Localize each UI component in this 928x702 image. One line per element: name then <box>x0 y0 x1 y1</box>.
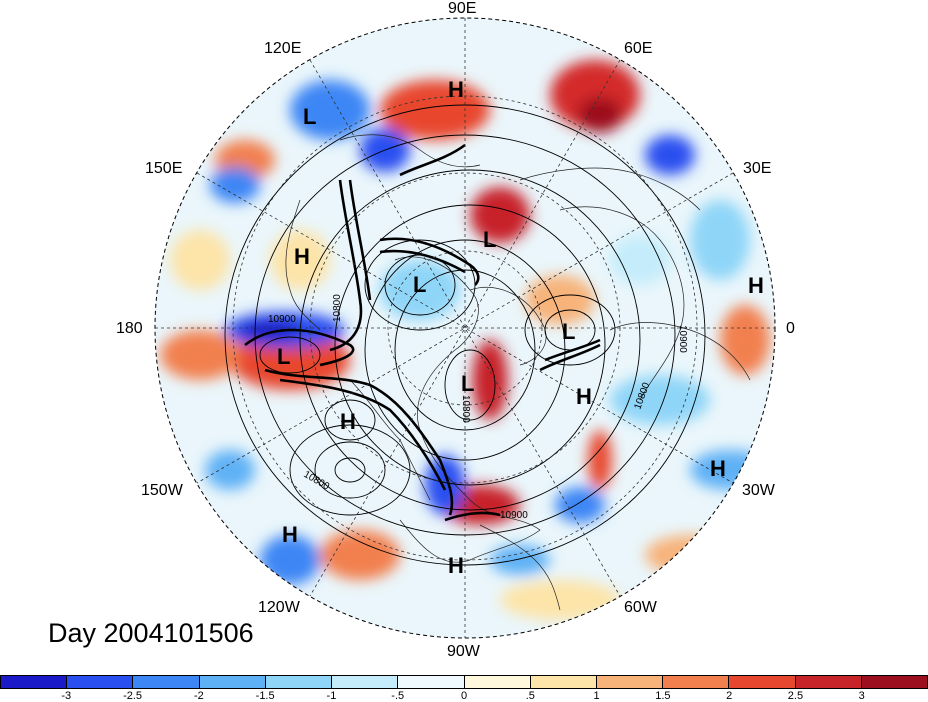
pressure-center-label: L <box>277 344 290 369</box>
colorbar-cell <box>332 676 399 688</box>
pressure-center-label: H <box>710 456 726 481</box>
longitude-label: 150E <box>145 160 183 177</box>
map-boundary <box>154 17 776 639</box>
colorbar-tick-label: 1.5 <box>655 690 671 702</box>
longitude-label: 90W <box>447 643 480 660</box>
pressure-center-label: H <box>576 384 592 409</box>
colorbar-tick-label: -1.5 <box>255 690 275 702</box>
colorbar-tick-label: -1 <box>326 690 337 702</box>
colorbar-cell <box>663 676 730 688</box>
longitude-label: 60W <box>624 599 657 616</box>
pressure-center-label: H <box>294 244 310 269</box>
colorbar-cell <box>398 676 465 688</box>
colorbar-cell <box>596 676 664 688</box>
pressure-center-label: L <box>303 104 316 129</box>
colorbar-cell <box>729 676 796 688</box>
colorbar-cell <box>530 676 597 688</box>
colorbar-cell <box>464 676 531 688</box>
pressure-center-label: H <box>448 77 464 102</box>
pressure-center-label: L <box>562 319 575 344</box>
colorbar-cell <box>265 676 333 688</box>
colorbar-tick-label: 3 <box>858 690 865 702</box>
colorbar-cell <box>67 676 134 688</box>
colorbar-tick-label: 1 <box>593 690 600 702</box>
colorbar-tick-label: 2 <box>726 690 733 702</box>
longitude-label: 60E <box>624 40 653 57</box>
colorbar-tick-label: .5 <box>525 690 535 702</box>
colorbar-cell <box>133 676 200 688</box>
pressure-center-label: H <box>448 553 464 578</box>
longitude-label: 120W <box>258 599 300 616</box>
pressure-center-label: H <box>282 522 298 547</box>
longitude-label: 120E <box>264 40 302 57</box>
day-title: Day 2004101506 <box>48 618 254 648</box>
colorbar <box>0 675 928 689</box>
pressure-center-label: L <box>483 227 496 252</box>
longitude-label: 180 <box>116 320 143 337</box>
pressure-center-label: L <box>461 371 474 396</box>
colorbar-tick-label: -2.5 <box>123 690 143 702</box>
colorbar-tick-label: -.5 <box>391 690 405 702</box>
longitude-label: 90E <box>448 0 477 17</box>
longitude-label: 0 <box>786 320 795 337</box>
colorbar-cell <box>1 676 68 688</box>
longitude-label: 30E <box>743 160 772 177</box>
colorbar-tick-label: -3 <box>61 690 72 702</box>
pressure-center-label: H <box>340 409 356 434</box>
pressure-centers: H L H L L L H L H H H H H L L H H <box>277 77 764 578</box>
pressure-center-label: H <box>748 273 764 298</box>
contour-label: 10800 <box>332 294 343 322</box>
longitude-label: 30W <box>742 482 775 499</box>
contour-label: 10800 <box>460 395 471 423</box>
colorbar-tick-label: -2 <box>193 690 204 702</box>
pressure-center-label: L <box>413 272 426 297</box>
colorbar-cell <box>795 676 862 688</box>
colorbar-cell <box>861 676 928 688</box>
longitude-label: 150W <box>141 482 183 499</box>
contour-label: 10900 <box>677 325 688 353</box>
colorbar-tick-label: 2.5 <box>787 690 804 702</box>
contour-label: 10900 <box>500 510 528 521</box>
colorbar-cell <box>199 676 266 688</box>
jet-contours <box>244 143 601 522</box>
colorbar-tick-label: 0 <box>460 690 468 702</box>
contour-label: 10900 <box>268 314 296 325</box>
graticule <box>155 18 775 638</box>
